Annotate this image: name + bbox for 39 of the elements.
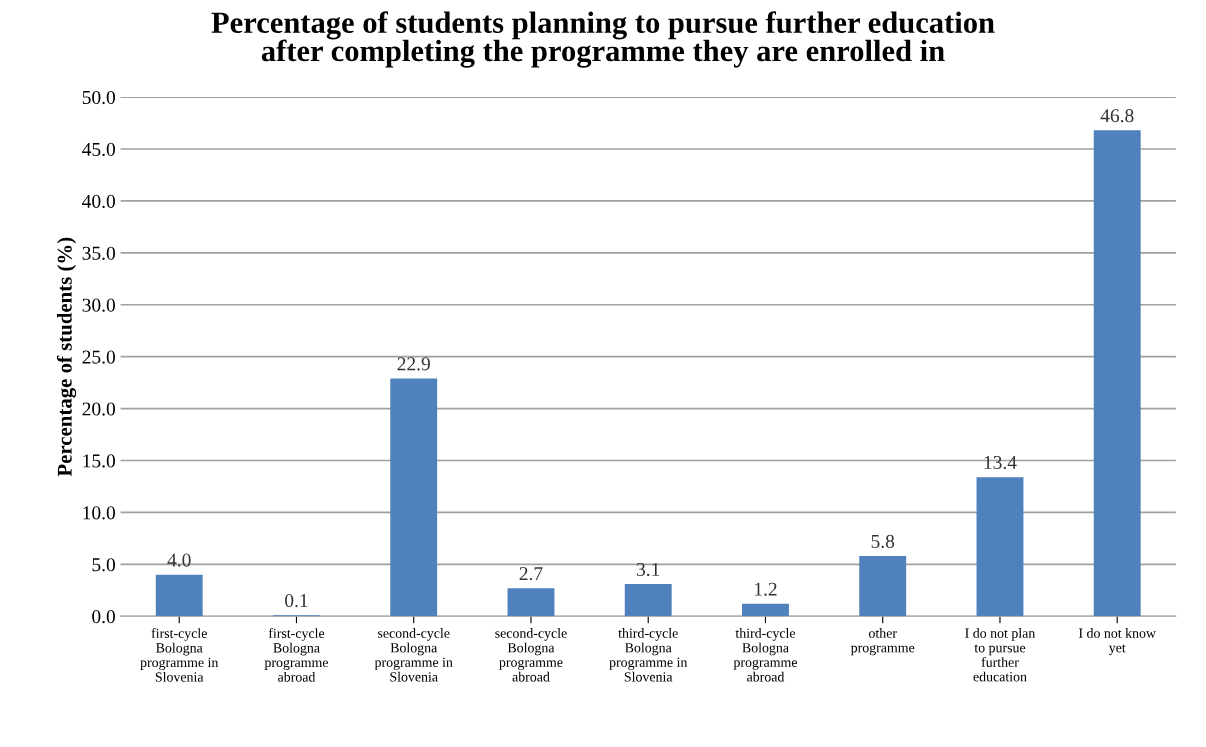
data-label: 4.0 xyxy=(167,553,191,567)
bar xyxy=(1093,130,1141,617)
chart-title: Percentage of students planning to pursue further education after completing the programme they are enrolled in xyxy=(211,11,995,68)
x-tick-label: other programme xyxy=(850,628,915,656)
data-label: 22.9 xyxy=(397,357,430,371)
bar xyxy=(859,556,907,617)
x-tick-label: second-cycle Bologna programme abroad xyxy=(495,628,567,682)
bar xyxy=(155,574,203,617)
bar xyxy=(742,603,789,617)
y-tick-label: 20.0 xyxy=(82,402,115,416)
y-tick-label: 30.0 xyxy=(82,298,115,312)
x-tick-label: I do not plan to pursue further education xyxy=(965,628,1036,682)
bar xyxy=(624,584,672,617)
y-axis-title: Percentage of students (%) xyxy=(56,237,77,477)
y-tick-label: 10.0 xyxy=(83,506,115,520)
y-tick-label: 50.0 xyxy=(82,90,115,105)
x-tick-label: first-cycle Bologna programme abroad xyxy=(264,628,328,682)
bar xyxy=(976,477,1024,617)
x-tick-label: second-cycle Bologna programme in Slovenia xyxy=(374,628,453,682)
y-tick-label: 0.0 xyxy=(92,610,115,624)
data-label: 0.1 xyxy=(285,594,308,608)
y-tick-label: 35.0 xyxy=(82,246,115,260)
y-tick-label: 15.0 xyxy=(83,454,115,468)
x-tick-label: third-cycle Bologna programme in Slovenia xyxy=(609,628,688,682)
data-label: 2.7 xyxy=(519,567,543,581)
data-label: 3.1 xyxy=(637,562,660,577)
data-label: 1.2 xyxy=(755,582,777,596)
y-tick-label: 25.0 xyxy=(82,350,115,364)
x-tick-label: third-cycle Bologna programme abroad xyxy=(733,628,797,682)
x-tick-label: first-cycle Bologna programme in Slovenia xyxy=(140,628,219,682)
data-label: 5.8 xyxy=(871,534,895,549)
bar xyxy=(507,588,555,617)
y-tick-label: 5.0 xyxy=(92,558,115,572)
bar xyxy=(390,378,438,617)
y-tick-label: 45.0 xyxy=(82,142,115,157)
x-tick-label: I do not know yet xyxy=(1078,628,1156,656)
data-label: 46.8 xyxy=(1100,109,1134,123)
data-label: 13.4 xyxy=(984,455,1017,470)
y-tick-label: 40.0 xyxy=(82,194,115,208)
